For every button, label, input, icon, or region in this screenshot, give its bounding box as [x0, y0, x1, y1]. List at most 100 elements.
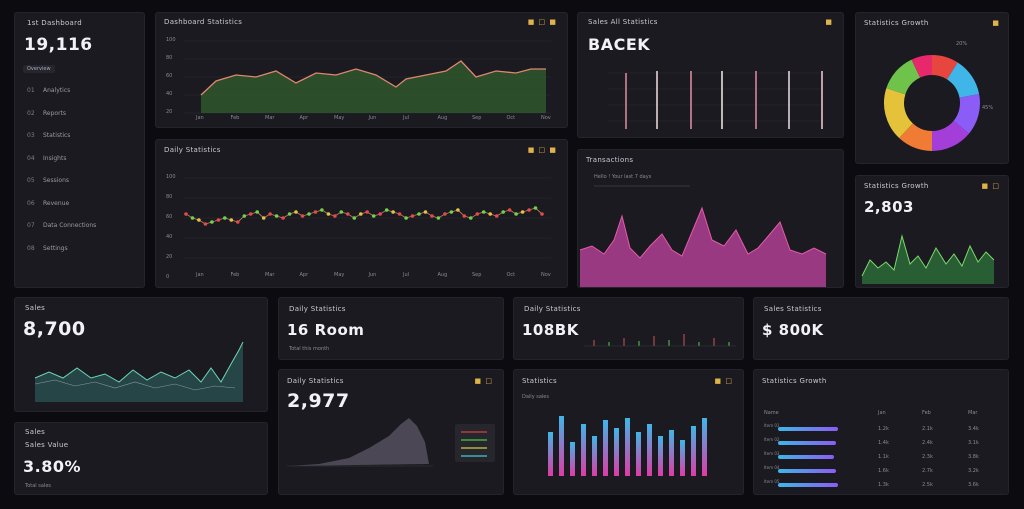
- kpi-b-panel: Daily Statistics 108BK: [513, 297, 744, 360]
- hbars-row: Item 02 1.4k 2.4k 3.1k: [754, 437, 1008, 450]
- small-area-value: 2,803: [864, 198, 914, 216]
- hbars-cell: Item 05: [764, 479, 780, 484]
- scatter-point: [404, 216, 408, 220]
- axis-tick-label: Mar: [265, 115, 275, 121]
- hbars-row: Item 03 1.1k 2.3k 3.8k: [754, 451, 1008, 464]
- scatter-point: [210, 220, 214, 224]
- scatter-point: [462, 214, 467, 218]
- sidebar-badge[interactable]: Overview: [23, 65, 55, 73]
- axis-tick-label: Apr: [299, 272, 309, 278]
- teal-area-title: Sales: [25, 304, 46, 312]
- hbars-cell: 3.2k: [968, 468, 979, 474]
- mini-legend: [455, 424, 495, 462]
- sidebar-item-num: 07: [27, 222, 35, 229]
- scatter-point: [540, 212, 544, 216]
- mountain-chart: [287, 418, 495, 467]
- scatter-point: [236, 220, 240, 224]
- teal-area-line-2: [34, 379, 236, 391]
- donut-controls[interactable]: ■: [992, 19, 1000, 27]
- hbars-title: Statistics Growth: [762, 377, 827, 385]
- scatter-point: [197, 218, 201, 222]
- scatter-point: [365, 210, 369, 214]
- hbars-panel: Statistics Growth Name Jan Feb Mar Item 01 1.…: [753, 369, 1009, 495]
- axis-tick-label: Sep: [472, 272, 482, 278]
- axis-tick-label: May: [334, 115, 345, 121]
- scatter-point: [333, 214, 337, 218]
- sidebar-item[interactable]: 02 Reports: [27, 110, 66, 117]
- sidebar-item[interactable]: 06 Revenue: [27, 200, 69, 207]
- kpi-b-spark: [584, 334, 736, 347]
- scatter-point: [494, 214, 499, 218]
- small-area-line: [861, 234, 995, 277]
- scatter-point: [248, 212, 253, 216]
- top-line-controls[interactable]: ■ □ ■: [527, 18, 557, 26]
- hbars-cell: 2.1k: [922, 426, 933, 432]
- axis-tick-label: 80: [166, 55, 173, 61]
- sidebar-item-label: Revenue: [43, 199, 70, 207]
- scatter-point: [268, 212, 272, 216]
- scatter-point: [242, 214, 247, 218]
- axis-tick-label: Jan: [196, 272, 204, 278]
- top-bars-value: BACEK: [588, 35, 651, 54]
- sidebar-item-num: 01: [27, 87, 35, 94]
- sidebar-item-label: Statistics: [43, 132, 71, 139]
- vbars-controls[interactable]: ■ □: [714, 377, 733, 385]
- donut-slice: [886, 59, 921, 95]
- sidebar-item[interactable]: 05 Sessions: [27, 177, 69, 184]
- scatter-point: [190, 216, 195, 220]
- sidebar-item-num: 04: [27, 154, 35, 162]
- sidebar-item[interactable]: 04 Insights: [27, 155, 66, 162]
- vbar: [702, 418, 707, 476]
- sidebar-header: 1st Dashboard: [27, 19, 82, 27]
- axis-tick-label: Jun: [368, 115, 377, 121]
- axis-tick-label: 100: [166, 37, 176, 43]
- axis-tick-label: 60: [166, 73, 173, 79]
- sidebar-item[interactable]: 03 Statistics: [27, 132, 70, 139]
- kpi-a-title: Daily Statistics: [289, 305, 346, 313]
- mountain-controls[interactable]: ■ □: [474, 377, 493, 385]
- pink-area-sub: Hello ! Your last 7 days: [594, 174, 652, 180]
- sidebar-item[interactable]: 07 Data Connections: [27, 222, 96, 229]
- sidebar-item-num: 05: [27, 177, 35, 184]
- sidebar-panel: 1st Dashboard 19,116 Overview 01 Analytic…: [14, 12, 145, 288]
- pink-area-chart: [579, 185, 827, 287]
- scatter-point: [223, 216, 227, 220]
- scatter-point: [436, 216, 441, 220]
- sidebar-item-label: Data Connections: [43, 222, 97, 229]
- small-area-controls[interactable]: ■ □: [981, 182, 1000, 190]
- scatter-point: [307, 212, 311, 216]
- top-line-chart: [184, 40, 551, 114]
- scatter-point: [475, 212, 480, 216]
- scatter-point: [488, 212, 493, 216]
- scatter-point: [326, 212, 331, 216]
- pink-area-line: [579, 206, 827, 259]
- kpi-d-sub: Sales Value: [25, 441, 69, 449]
- top-line-title: Dashboard Statistics: [164, 18, 243, 26]
- sidebar-item-label: Insights: [43, 154, 67, 162]
- top-line-panel: Dashboard Statistics ■ □ ■ 100 80 60 40 20 J…: [155, 12, 568, 128]
- scatter-controls[interactable]: ■ □ ■: [527, 146, 557, 154]
- vbars-panel: Statistics ■ □ Daily sales: [513, 369, 744, 495]
- scatter-point: [184, 212, 188, 216]
- hbar: [778, 483, 838, 487]
- sidebar-item[interactable]: 01 Analytics: [27, 87, 70, 94]
- hbars-header: Feb: [922, 410, 931, 416]
- vbars-sub: Daily sales: [522, 394, 549, 400]
- hbars-cell: 1.1k: [878, 454, 889, 460]
- vbar: [647, 424, 652, 476]
- top-bars-chart: [608, 71, 823, 129]
- vbar: [625, 418, 630, 476]
- axis-tick-label: 0: [166, 274, 170, 280]
- scatter-point: [430, 214, 434, 218]
- axis-tick-label: Apr: [299, 115, 309, 121]
- hbars-cell: 3.4k: [968, 426, 979, 432]
- hbars-cell: 2.7k: [922, 468, 933, 474]
- top-bars-controls[interactable]: ■: [825, 18, 833, 26]
- donut-slice: [931, 120, 969, 151]
- scatter-point: [313, 210, 318, 214]
- scatter-point: [443, 212, 447, 216]
- mountain-value: 2,977: [287, 390, 350, 412]
- donut-title: Statistics Growth: [864, 19, 929, 27]
- hbars-cell: Item 01: [764, 423, 780, 428]
- sidebar-item[interactable]: 08 Settings: [27, 245, 68, 252]
